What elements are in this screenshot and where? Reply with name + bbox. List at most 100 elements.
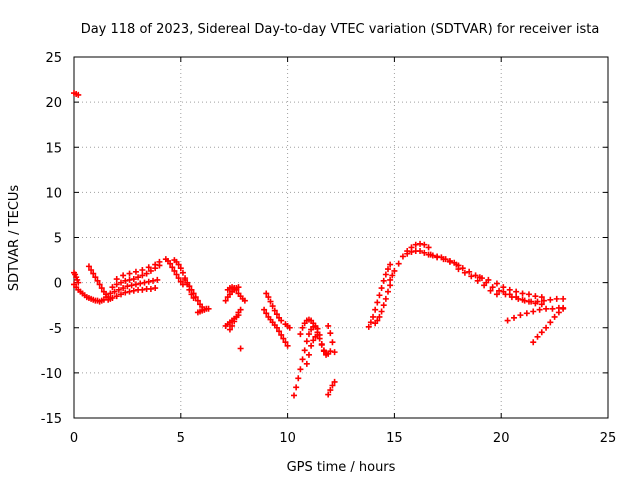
- data-point: [271, 307, 278, 314]
- y-tick-label: 20: [45, 96, 62, 111]
- data-point: [387, 261, 394, 268]
- series-sat-arc-25: [325, 322, 338, 356]
- series-sat-arc-30: [427, 251, 492, 283]
- data-point: [476, 274, 483, 281]
- data-point: [374, 317, 381, 324]
- data-point: [291, 392, 298, 399]
- data-point: [263, 310, 270, 317]
- y-tick-label: -15: [41, 412, 62, 427]
- data-point: [380, 302, 387, 309]
- data-point: [511, 314, 518, 321]
- data-point: [113, 276, 120, 283]
- data-point: [132, 281, 139, 288]
- data-point: [310, 320, 317, 327]
- data-point: [297, 366, 304, 373]
- series-sat-arc-22: [297, 316, 334, 357]
- data-point: [483, 279, 490, 286]
- data-point: [530, 308, 537, 315]
- data-point: [365, 323, 372, 330]
- data-point: [167, 260, 174, 267]
- data-point: [241, 297, 248, 304]
- data-point: [141, 279, 148, 286]
- data-point: [222, 297, 229, 304]
- data-point: [267, 298, 274, 305]
- series-sat-arc-5: [103, 276, 161, 301]
- data-point: [378, 308, 385, 315]
- data-point: [421, 249, 428, 256]
- data-point: [273, 324, 280, 331]
- data-point: [468, 273, 475, 280]
- data-point: [372, 306, 379, 313]
- data-point: [513, 288, 520, 295]
- data-point: [376, 313, 383, 320]
- data-point: [171, 267, 178, 274]
- data-point: [278, 317, 285, 324]
- data-point: [327, 330, 334, 337]
- data-point: [382, 295, 389, 302]
- y-tick-label: 0: [54, 277, 62, 292]
- data-point: [318, 341, 325, 348]
- data-point: [226, 326, 233, 333]
- data-point: [265, 294, 272, 301]
- data-point: [425, 244, 432, 251]
- data-point: [525, 298, 532, 305]
- grid-lines: [74, 57, 608, 418]
- x-tick-label: 25: [600, 431, 617, 446]
- data-point: [506, 291, 513, 298]
- x-tick-label: 0: [70, 431, 78, 446]
- series-sat-arc-27: [372, 282, 394, 327]
- data-point: [293, 384, 300, 391]
- data-point: [534, 333, 541, 340]
- data-point: [173, 271, 180, 278]
- data-point: [538, 301, 545, 308]
- data-point: [500, 288, 507, 295]
- data-point: [331, 378, 338, 385]
- data-point: [382, 271, 389, 278]
- data-point: [128, 282, 135, 289]
- data-point: [312, 323, 319, 330]
- y-tick-label: 10: [45, 186, 62, 201]
- series-sat-arc-26: [365, 261, 394, 330]
- data-point: [113, 281, 120, 288]
- data-point: [94, 277, 101, 284]
- data-point: [466, 268, 473, 275]
- y-tick-label: 15: [45, 141, 62, 156]
- data-point: [139, 266, 146, 273]
- data-point: [560, 305, 567, 312]
- data-point: [126, 270, 133, 277]
- data-point: [455, 266, 462, 273]
- data-point: [310, 337, 317, 344]
- data-point: [261, 306, 268, 313]
- data-point: [175, 261, 182, 268]
- data-point: [417, 240, 424, 247]
- series-sat-arc-24: [325, 378, 338, 398]
- series-sat-arc-28: [387, 240, 432, 283]
- data-point: [551, 313, 558, 320]
- data-point: [154, 276, 161, 283]
- data-point: [186, 283, 193, 290]
- data-point: [378, 285, 385, 292]
- data-point: [122, 289, 129, 296]
- data-point: [519, 296, 526, 303]
- data-point: [303, 360, 310, 367]
- series-sat-arc-18: [263, 290, 285, 324]
- series-sat-arc-2: [71, 269, 82, 286]
- data-point: [404, 250, 411, 257]
- data-point: [391, 267, 398, 274]
- data-point: [190, 290, 197, 297]
- data-point: [233, 313, 240, 320]
- series-sat-arc-16: [226, 306, 244, 333]
- x-tick-label: 20: [493, 431, 510, 446]
- data-point: [126, 288, 133, 295]
- data-point: [395, 260, 402, 267]
- data-point: [493, 291, 500, 298]
- data-point: [145, 278, 152, 285]
- series-sat-arc-1: [71, 90, 82, 98]
- y-axis-title: SDTVAR / TECUs: [7, 185, 22, 292]
- data-point: [301, 347, 308, 354]
- y-tick-label: -5: [49, 322, 62, 337]
- data-point: [194, 297, 201, 304]
- data-point: [124, 283, 131, 290]
- data-point: [88, 266, 95, 273]
- data-point: [169, 264, 176, 271]
